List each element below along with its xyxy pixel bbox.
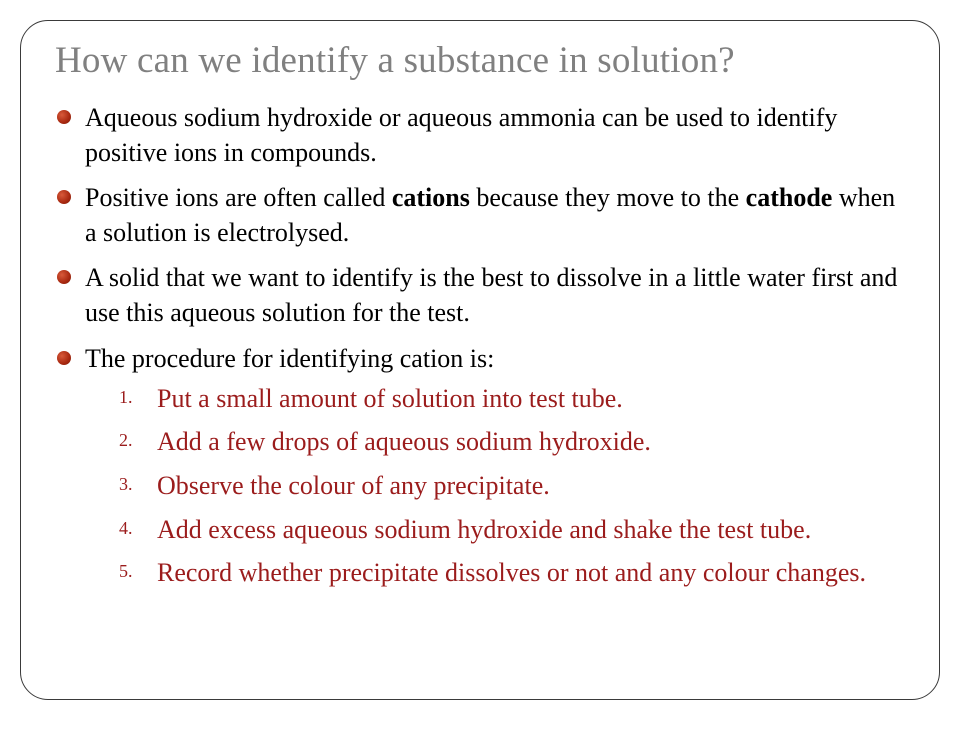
bullet-item: Aqueous sodium hydroxide or aqueous ammo… — [55, 100, 905, 170]
step-item: Add excess aqueous sodium hydroxide and … — [119, 511, 905, 549]
step-item: Record whether precipitate dissolves or … — [119, 554, 905, 592]
bullet-item: A solid that we want to identify is the … — [55, 260, 905, 330]
slide-frame: How can we identify a substance in solut… — [20, 20, 940, 700]
steps-list: Put a small amount of solution into test… — [119, 380, 905, 592]
slide-title: How can we identify a substance in solut… — [55, 39, 905, 82]
step-item: Observe the colour of any precipitate. — [119, 467, 905, 505]
bullet-item: Positive ions are often called cations b… — [55, 180, 905, 250]
bullet-list: Aqueous sodium hydroxide or aqueous ammo… — [55, 100, 905, 592]
bullet-item: The procedure for identifying cation is:… — [55, 341, 905, 593]
step-item: Put a small amount of solution into test… — [119, 380, 905, 418]
step-item: Add a few drops of aqueous sodium hydrox… — [119, 423, 905, 461]
